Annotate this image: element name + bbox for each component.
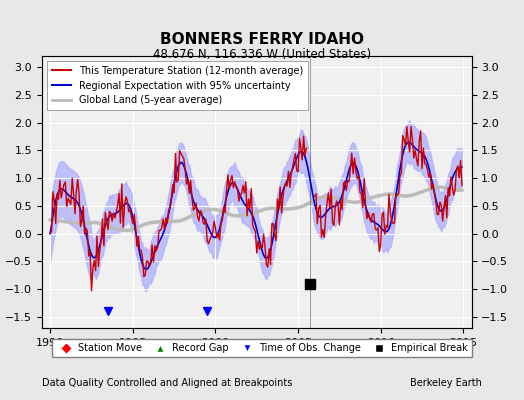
Text: Data Quality Controlled and Aligned at Breakpoints: Data Quality Controlled and Aligned at B…: [42, 378, 292, 388]
Legend: Station Move, Record Gap, Time of Obs. Change, Empirical Break: Station Move, Record Gap, Time of Obs. C…: [52, 339, 472, 357]
Text: 48.676 N, 116.336 W (United States): 48.676 N, 116.336 W (United States): [153, 48, 371, 61]
Text: Berkeley Earth: Berkeley Earth: [410, 378, 482, 388]
Legend: This Temperature Station (12-month average), Regional Expectation with 95% uncer: This Temperature Station (12-month avera…: [47, 61, 308, 110]
Text: BONNERS FERRY IDAHO: BONNERS FERRY IDAHO: [160, 32, 364, 47]
